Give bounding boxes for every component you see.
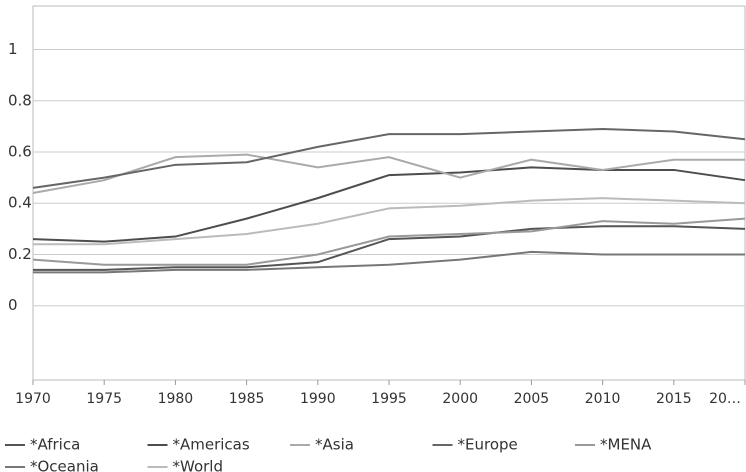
y-tick-label: 0 [8,296,18,314]
legend-label: *Americas [173,436,250,454]
x-tick-label: 2000 [442,391,478,407]
series-line [32,153,745,194]
x-tick-label: 1970 [15,391,51,407]
x-tick-label: 1990 [300,391,336,407]
series-line [32,217,746,266]
plot-frame [32,5,746,381]
series-line [33,197,746,246]
x-tick-label: 20… [709,391,741,407]
series-line [33,225,746,271]
series-line [33,250,745,274]
legend-label: *World [173,458,224,472]
x-tick-label: 2015 [656,391,692,407]
y-tick-label: 0.4 [8,194,32,212]
x-tick-label: 1985 [229,391,265,407]
y-tick-label: 1 [8,40,18,58]
x-tick-label: 2010 [585,391,621,407]
series-line [32,127,746,189]
legend-label: *Oceania [30,458,99,472]
x-tick-label: 1995 [371,391,407,407]
legend-label: *Africa [30,436,80,454]
series-line [32,166,746,243]
x-tick-label: 1980 [158,391,194,407]
y-tick-label: 0.8 [8,91,32,109]
legend-label: *Europe [458,436,518,454]
x-tick-label: 2005 [514,391,550,407]
legend-label: *MENA [600,436,652,454]
y-tick-label: 0.2 [8,245,32,263]
x-tick-label: 1975 [86,391,122,407]
y-tick-label: 0.6 [8,143,32,161]
legend-label: *Asia [315,436,354,454]
